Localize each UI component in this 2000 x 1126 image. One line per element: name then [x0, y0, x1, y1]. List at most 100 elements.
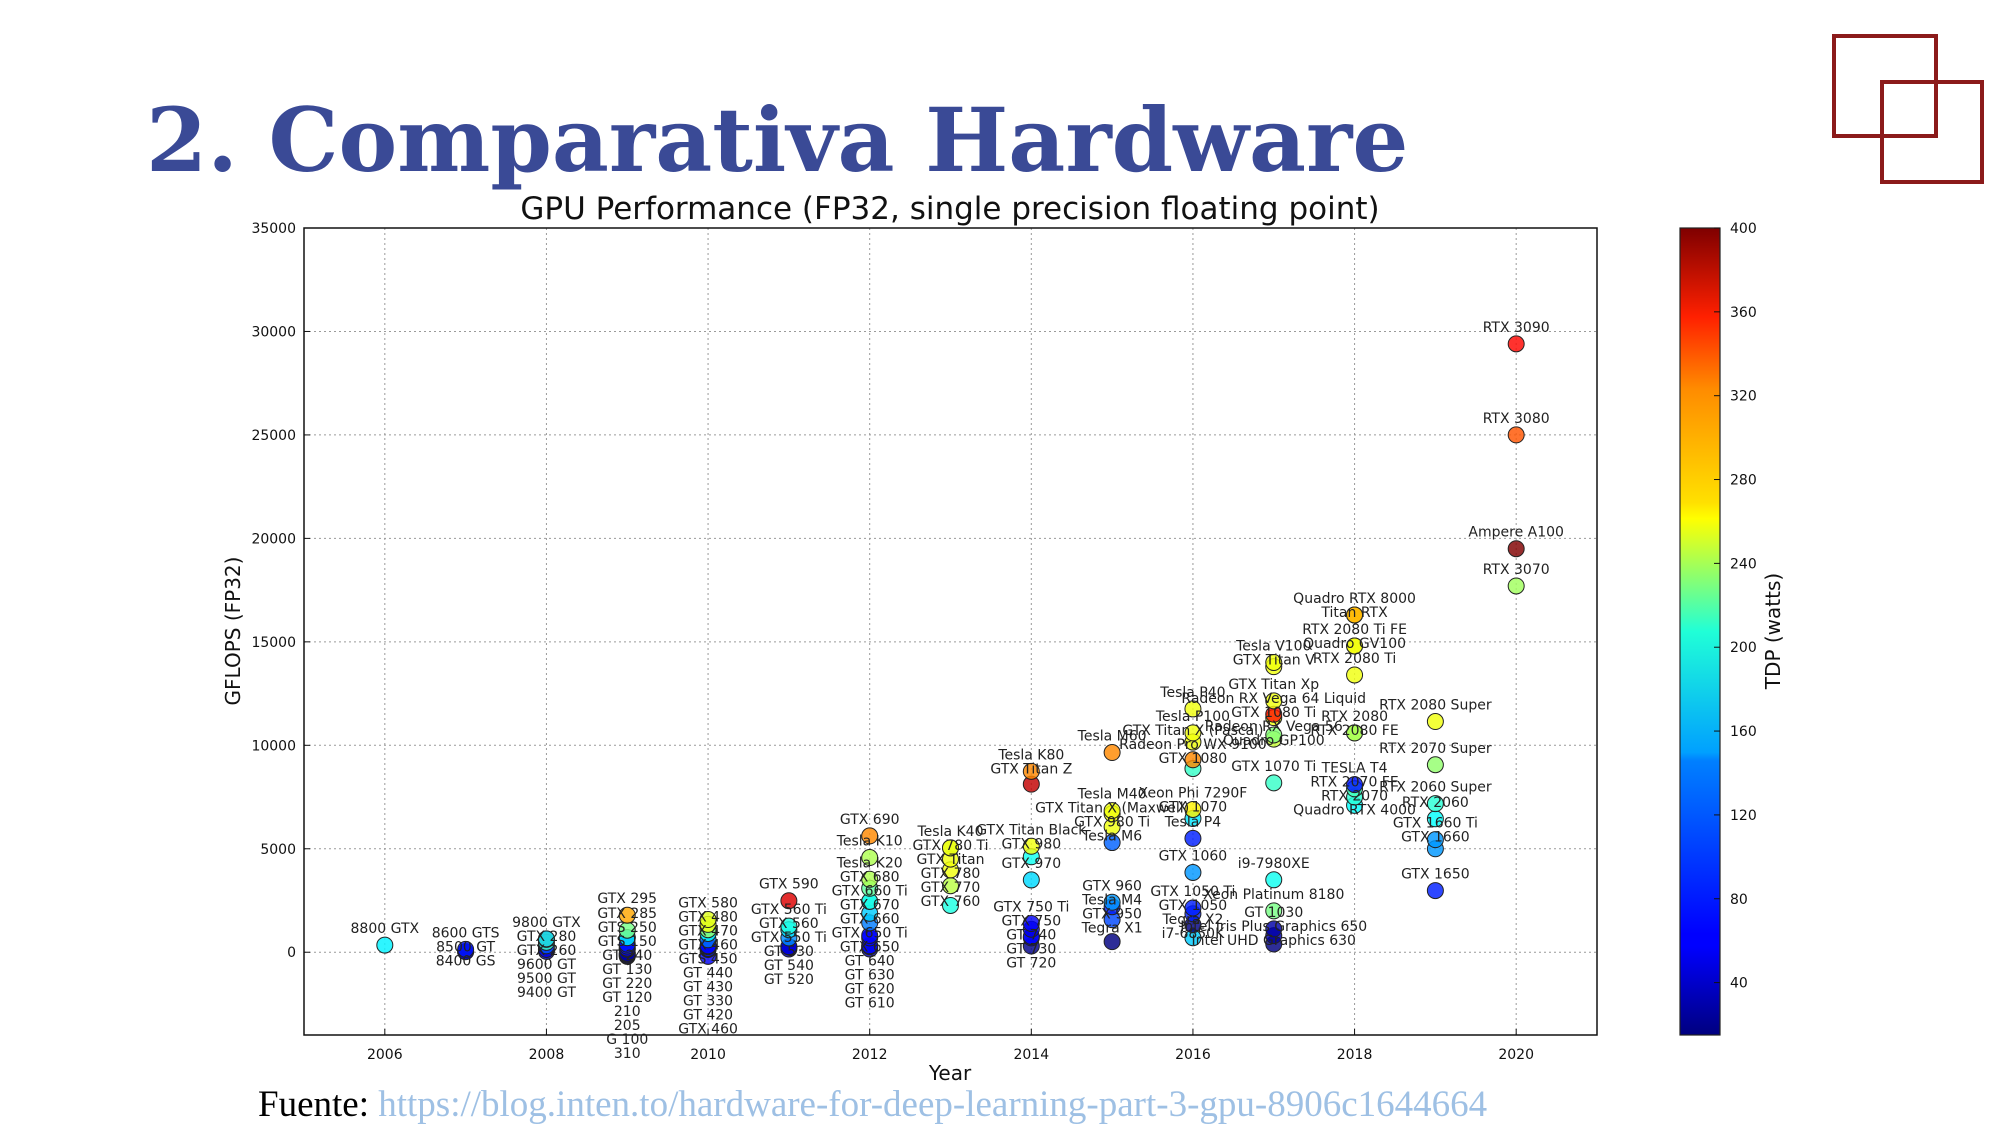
point-label: GTX 1650	[1401, 867, 1470, 883]
point-label: GTX 480	[678, 910, 738, 926]
data-point	[1022, 914, 1040, 932]
point-label: RTX 2080 Super	[1379, 698, 1492, 714]
data-point	[780, 892, 798, 910]
data-point	[1184, 863, 1202, 881]
point-label: Titan RTX	[1320, 605, 1388, 621]
point-label: GTX 550 Ti	[751, 930, 827, 946]
point-label: Quadro GP100	[1223, 733, 1325, 749]
point-label: 8400 GS	[436, 953, 496, 969]
point-label: GTX 660 Ti	[832, 883, 908, 899]
point-label: GT 130	[602, 962, 652, 978]
point-label: RTX 2060	[1402, 795, 1469, 811]
point-label: GT 330	[683, 994, 733, 1010]
data-point	[1265, 920, 1283, 938]
point-label: GTX Titan X (Maxwell)	[1035, 801, 1189, 817]
y-tick-label: 0	[287, 945, 296, 961]
data-point	[1426, 795, 1444, 813]
point-label: Tesla P100	[1155, 709, 1230, 725]
point-label: Tesla P4	[1164, 814, 1221, 830]
x-tick-label: 2008	[529, 1047, 565, 1063]
point-label: Xeon Platinum 8180	[1203, 887, 1344, 903]
point-label: GTX 950	[1082, 906, 1142, 922]
x-tick-label: 2018	[1337, 1047, 1373, 1063]
point-label: GTX 1070	[1159, 799, 1228, 815]
point-label: GT 540	[764, 958, 814, 974]
point-label: GT 630	[845, 967, 895, 983]
data-point	[537, 930, 555, 948]
point-label: Radeon Pro WX 9100	[1119, 737, 1267, 753]
colorbar-tick-label: 240	[1730, 556, 1757, 572]
point-label: Quadro GV100	[1303, 636, 1406, 652]
data-point	[1346, 637, 1364, 655]
point-label: GT 720	[1006, 955, 1056, 971]
point-label: RTX 3080	[1483, 411, 1550, 427]
colorbar-label: TDP (watts)	[1761, 573, 1785, 690]
point-label: GTX 680	[840, 869, 900, 885]
chart-title: GPU Performance (FP32, single precision …	[520, 191, 1379, 227]
point-label: 9600 GT	[517, 957, 576, 973]
data-point	[1507, 426, 1525, 444]
point-label: Quadro RTX 8000	[1293, 591, 1416, 607]
point-label: GT 610	[845, 995, 895, 1011]
two-overlapping-squares-icon	[1832, 34, 1984, 184]
point-label: GTX 470	[678, 924, 738, 940]
point-label: Intel Iris Plus Graphics 650	[1180, 919, 1367, 935]
point-label: GTX 1050	[1159, 898, 1228, 914]
colorbar-tick-label: 120	[1730, 808, 1757, 824]
data-point	[1507, 335, 1525, 353]
point-label: RTX 3090	[1483, 320, 1550, 336]
point-label: 9800 GTX	[512, 915, 581, 931]
data-point	[1103, 744, 1121, 762]
point-label: GT 730	[1006, 941, 1056, 957]
x-tick-label: 2016	[1175, 1047, 1211, 1063]
point-label: GTS 150	[598, 934, 657, 950]
data-point	[861, 849, 879, 867]
data-point	[1265, 774, 1283, 792]
point-label: GTX 460	[678, 938, 738, 954]
data-point	[1346, 724, 1364, 742]
point-label: GTX 1050 Ti	[1150, 884, 1235, 900]
point-label: GTX Titan X (Pascal)	[1122, 723, 1263, 739]
source-link[interactable]: https://blog.inten.to/hardware-for-deep-…	[378, 1084, 1488, 1125]
colorbar-tick-label: 160	[1730, 724, 1757, 740]
colorbar-ticks: 40 80 120 160 200 240 280 320 360 400	[1714, 221, 1757, 992]
point-label: GTX 780	[921, 866, 981, 882]
point-label: 8800 GTX	[351, 921, 420, 937]
data-point	[1022, 837, 1040, 855]
data-point	[699, 911, 717, 929]
point-label: GTX 285	[597, 906, 657, 922]
colorbar-tick-label: 400	[1730, 221, 1757, 237]
colorbar	[1679, 227, 1721, 1036]
point-label: GT 640	[845, 953, 895, 969]
point-label: RTX 2080 FE	[1310, 723, 1398, 739]
point-label: RTX 2070 FE	[1310, 775, 1398, 791]
point-label: GTX Titan Xp	[1228, 677, 1319, 693]
data-point	[1426, 713, 1444, 731]
point-label: Tesla M6	[1081, 829, 1142, 845]
data-point	[1184, 800, 1202, 818]
data-point	[457, 940, 475, 958]
point-label: RTX 2060 Super	[1379, 780, 1492, 796]
point-label: GTX 295	[597, 891, 657, 907]
point-label: GTX 980	[1001, 836, 1061, 852]
data-point	[1103, 893, 1121, 911]
colorbar-tick-label: 320	[1730, 389, 1757, 405]
point-label: GTX 1060	[1159, 848, 1228, 864]
slide-title: 2. Comparativa Hardware	[146, 88, 1409, 192]
data-point	[1426, 756, 1444, 774]
x-tick-label: 2006	[367, 1047, 403, 1063]
point-label: GTX 650	[840, 939, 900, 955]
point-label: 310	[614, 1046, 641, 1062]
plot-area	[303, 227, 1598, 1036]
point-label: 210	[614, 1004, 641, 1020]
data-point	[1346, 666, 1364, 684]
point-label: GT 520	[764, 972, 814, 988]
x-tick-label: 2012	[852, 1047, 888, 1063]
data-point	[1184, 700, 1202, 718]
point-label: Tesla P40	[1159, 685, 1225, 701]
point-label: Tesla M4	[1081, 892, 1142, 908]
point-label: GTX 670	[840, 897, 900, 913]
point-label: Tesla M40	[1077, 787, 1147, 803]
point-label: Tesla K80	[997, 747, 1064, 763]
